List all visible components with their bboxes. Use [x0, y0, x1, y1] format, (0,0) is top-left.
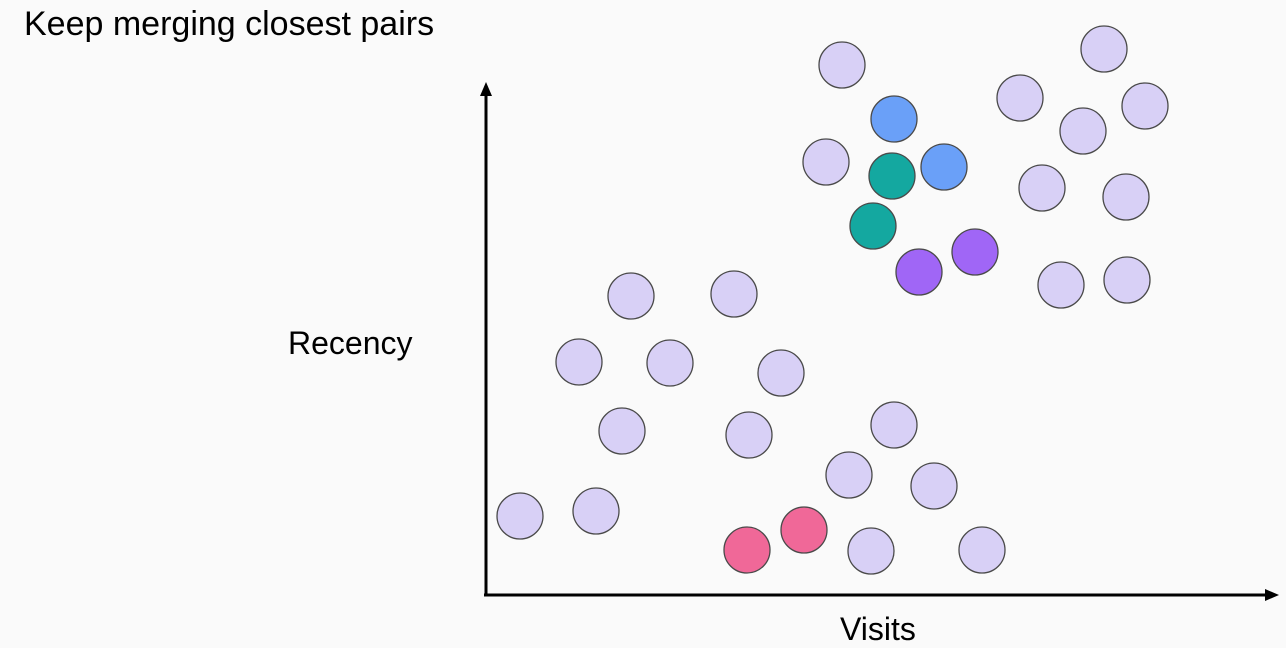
data-point-17	[818, 41, 866, 89]
data-point-31	[1037, 261, 1085, 309]
y-axis-label: Recency	[288, 325, 413, 361]
merged-pair-point-teal-pair-22	[849, 202, 897, 250]
merged-pair-point-violet-pair-24	[951, 228, 999, 276]
data-point-14	[958, 526, 1006, 574]
points-layer	[496, 25, 1169, 575]
data-point-9	[725, 411, 773, 459]
y-axis-arrowhead	[480, 82, 492, 96]
slide-title: Keep merging closest pairs	[24, 5, 435, 43]
data-point-10	[870, 401, 918, 449]
data-point-25	[996, 74, 1044, 122]
data-point-1	[496, 492, 544, 540]
data-point-18	[802, 138, 850, 186]
data-point-6	[607, 272, 655, 320]
data-point-26	[1080, 25, 1128, 73]
merged-pair-point-blue-pair-19	[870, 95, 918, 143]
merged-pair-point-pink-pair-16	[780, 506, 828, 554]
data-point-27	[1121, 82, 1169, 130]
data-point-29	[1018, 164, 1066, 212]
data-point-13	[847, 527, 895, 575]
data-point-11	[825, 451, 873, 499]
data-point-32	[1103, 256, 1151, 304]
x-axis-label: Visits	[840, 611, 916, 647]
data-point-8	[757, 349, 805, 397]
data-point-2	[572, 487, 620, 535]
x-axis-arrowhead	[1265, 589, 1279, 601]
merged-pair-point-teal-pair-21	[868, 152, 916, 200]
data-point-5	[646, 339, 694, 387]
merged-pair-point-pink-pair-15	[723, 526, 771, 574]
merged-pair-point-violet-pair-23	[895, 248, 943, 296]
merged-pair-point-blue-pair-20	[920, 143, 968, 191]
data-point-4	[555, 338, 603, 386]
data-point-3	[598, 407, 646, 455]
data-point-30	[1102, 173, 1150, 221]
data-point-7	[710, 270, 758, 318]
data-point-28	[1059, 107, 1107, 155]
data-point-12	[910, 462, 958, 510]
axes	[480, 82, 1279, 601]
